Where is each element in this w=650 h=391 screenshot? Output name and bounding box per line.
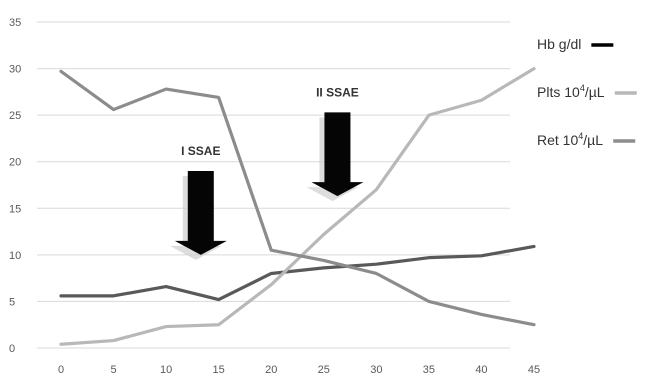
x-tick-label: 0 [58, 364, 64, 376]
legend-label-ret: Ret 104/µL [537, 131, 603, 148]
legend-label-plts: Plts 104/µL [537, 83, 605, 100]
x-tick-label: 40 [475, 364, 487, 376]
annotation-label-2: II SSAE [316, 86, 359, 100]
x-tick-label: 15 [213, 364, 225, 376]
y-tick-label: 30 [9, 64, 21, 76]
y-axis-ticks: 0 5 10 15 20 25 30 35 [9, 17, 21, 355]
series-lines [59, 66, 536, 346]
legend-label-hb: Hb g/dl [537, 36, 581, 52]
series-line-hb [59, 244, 536, 302]
x-tick-label: 30 [370, 364, 382, 376]
series-line-ret [59, 69, 536, 327]
x-tick-label: 20 [265, 364, 277, 376]
x-tick-label: 45 [528, 364, 540, 376]
annotation-label-1: I SSAE [181, 144, 220, 158]
annotation-arrow-2 [311, 112, 364, 197]
series-line-plts [59, 66, 536, 346]
y-tick-label: 20 [9, 157, 21, 169]
annotation-arrow-1 [174, 171, 227, 255]
x-tick-label: 35 [423, 364, 435, 376]
y-tick-label: 15 [9, 203, 21, 215]
x-tick-label: 10 [160, 364, 172, 376]
y-tick-label: 35 [9, 17, 21, 29]
y-tick-label: 5 [9, 296, 15, 308]
legend: Hb g/dl Plts 104/µL Ret 104/µL [537, 36, 637, 148]
y-tick-label: 10 [9, 250, 21, 262]
gridlines [37, 21, 510, 349]
y-tick-label: 0 [9, 343, 15, 355]
y-tick-label: 25 [9, 110, 21, 122]
x-axis-ticks: 0 5 10 15 20 25 30 35 40 45 [58, 364, 540, 376]
annotations: I SSAE II SSAE [169, 86, 364, 260]
x-tick-label: 5 [110, 364, 116, 376]
x-tick-label: 25 [318, 364, 330, 376]
